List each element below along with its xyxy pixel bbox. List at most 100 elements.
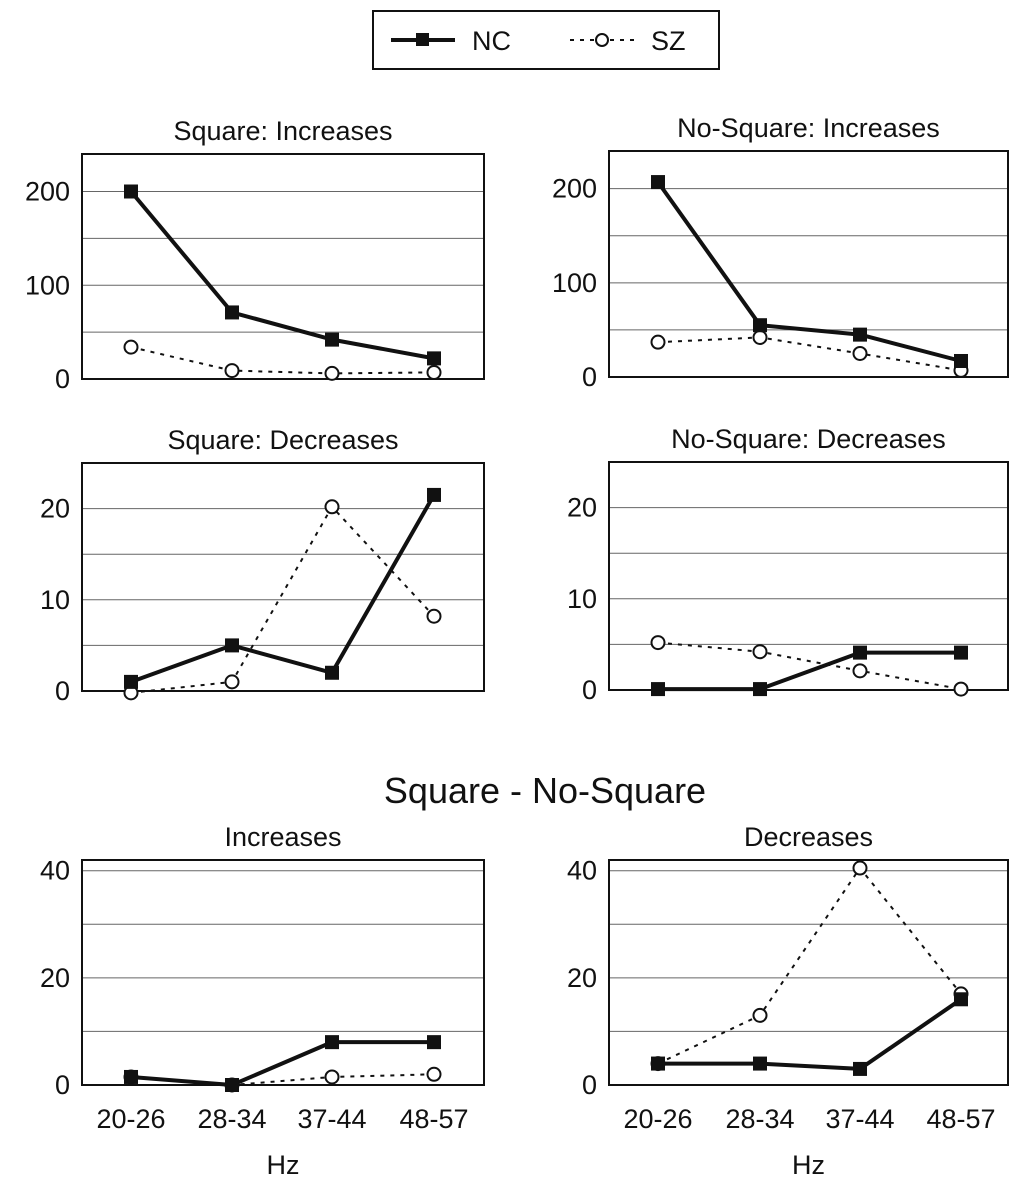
y-tick-label: 0 (55, 364, 70, 394)
plot-frame (608, 150, 1009, 378)
data-point-sz (852, 663, 868, 679)
x-tick-label: 37-44 (825, 1104, 894, 1134)
plot-frame (81, 462, 485, 692)
x-tick-label: 37-44 (297, 1104, 366, 1134)
data-point-sz (224, 674, 240, 690)
data-point-nc (853, 1061, 867, 1076)
y-tick-label: 100 (552, 268, 597, 298)
data-point-sz (224, 363, 240, 379)
data-point-nc (124, 674, 138, 689)
plot-frame (81, 153, 485, 380)
y-tick-label: 0 (55, 1070, 70, 1100)
legend-nc-label: NC (472, 26, 511, 56)
data-point-nc (427, 1035, 441, 1050)
y-tick-label: 40 (567, 856, 597, 886)
data-point-nc (325, 1035, 339, 1050)
data-point-sz (426, 608, 442, 624)
data-point-nc (651, 1056, 665, 1071)
data-point-sz (953, 681, 969, 697)
chart-panel-5: Increases 0 20 40 20-26 28-34 37-44 48-57 Hz (40, 822, 485, 1180)
data-point-nc (325, 332, 339, 347)
x-axis-label: Hz (267, 1150, 300, 1180)
data-point-nc (427, 487, 441, 502)
series-line-sz (657, 866, 962, 1065)
y-tick-label: 200 (552, 174, 597, 204)
series-line-nc (658, 997, 963, 1071)
y-tick-label: 0 (582, 362, 597, 392)
data-point-nc (954, 645, 968, 660)
data-point-nc (954, 353, 968, 368)
y-tick-label: 20 (567, 493, 597, 523)
data-point-nc (225, 305, 239, 320)
series-line-sz (130, 505, 435, 694)
section-title: Square - No-Square (384, 770, 706, 811)
data-point-sz (752, 1007, 768, 1023)
data-point-nc (325, 665, 339, 680)
x-tick-label: 48-57 (926, 1104, 995, 1134)
series-line-nc (129, 190, 435, 361)
legend-sz-marker (595, 33, 609, 47)
chart-title: Decreases (744, 822, 873, 852)
series-line-sz (657, 641, 962, 691)
x-tick-label: 20-26 (96, 1104, 165, 1134)
data-point-nc (954, 992, 968, 1007)
chart-title: Square: Decreases (167, 425, 398, 455)
data-point-nc (753, 1056, 767, 1071)
series-line-nc (130, 493, 436, 684)
chart-title: Increases (224, 822, 341, 852)
data-point-sz (852, 860, 868, 876)
series-line-sz (657, 336, 962, 372)
legend-nc-marker (416, 33, 429, 46)
plot-frame (608, 859, 1009, 1086)
data-point-sz (650, 334, 666, 350)
y-tick-label: 0 (55, 676, 70, 706)
y-tick-label: 10 (40, 585, 70, 615)
data-point-nc (753, 318, 767, 333)
chart-panel-6: Decreases 0 20 40 20-26 28-34 37-44 48-57 Hz (567, 822, 1009, 1180)
y-tick-label: 20 (40, 963, 70, 993)
y-tick-label: 0 (582, 1070, 597, 1100)
plot-frame (81, 859, 485, 1086)
data-point-nc (427, 351, 441, 366)
data-point-sz (324, 365, 340, 381)
data-point-sz (123, 339, 139, 355)
data-point-sz (426, 1066, 442, 1082)
data-point-sz (852, 345, 868, 361)
data-point-nc (651, 682, 665, 697)
data-point-nc (853, 327, 867, 342)
y-tick-label: 100 (25, 270, 70, 300)
data-point-nc (225, 1078, 239, 1092)
series-line-nc (130, 1040, 434, 1087)
data-point-nc (124, 184, 138, 199)
series-line-sz (130, 346, 435, 375)
data-point-sz (324, 499, 340, 515)
chart-title: No-Square: Increases (677, 113, 940, 143)
chart-title: Square: Increases (173, 116, 392, 146)
data-point-sz (752, 329, 768, 345)
chart-panel-3: Square: Decreases 0 10 20 (40, 425, 485, 706)
series-line-nc (656, 180, 962, 363)
data-point-nc (225, 638, 239, 653)
legend: NC SZ (372, 10, 720, 70)
data-point-nc (124, 1069, 138, 1084)
chart-panel-4: No-Square: Decreases 0 10 20 (567, 424, 1009, 705)
x-tick-label: 48-57 (399, 1104, 468, 1134)
chart-panel-1: Square: Increases 0 100 200 (25, 116, 485, 394)
x-tick-label: 28-34 (197, 1104, 266, 1134)
y-tick-label: 20 (567, 963, 597, 993)
x-axis-label: Hz (792, 1150, 825, 1180)
data-point-sz (426, 364, 442, 380)
y-tick-label: 40 (40, 856, 70, 886)
data-point-sz (324, 1069, 340, 1085)
data-point-nc (753, 682, 767, 697)
data-point-sz (650, 635, 666, 651)
x-tick-label: 28-34 (725, 1104, 794, 1134)
y-tick-label: 10 (567, 584, 597, 614)
data-point-nc (651, 175, 665, 190)
chart-title: No-Square: Decreases (671, 424, 946, 454)
y-tick-label: 200 (25, 177, 70, 207)
y-tick-label: 20 (40, 494, 70, 524)
legend-sz-label: SZ (651, 26, 686, 56)
